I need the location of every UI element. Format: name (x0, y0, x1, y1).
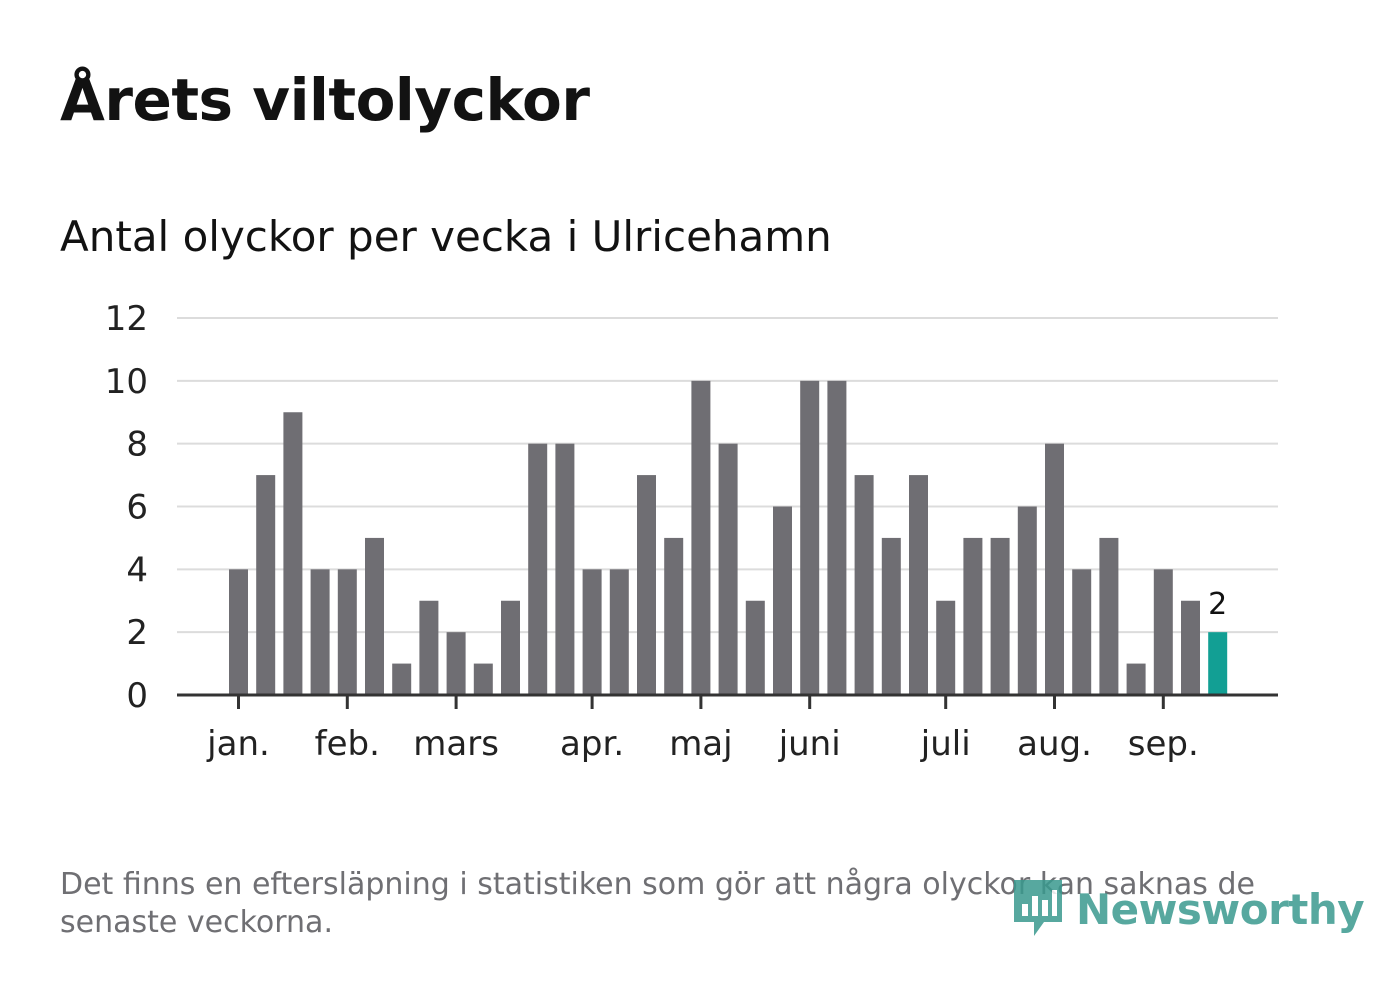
bar (718, 443, 738, 695)
bar (582, 569, 602, 695)
y-tick-label: 10 (105, 362, 148, 402)
x-tick-label: sep. (1128, 724, 1199, 764)
bar (745, 600, 765, 695)
x-tick-label: aug. (1017, 724, 1092, 764)
y-tick-label: 8 (126, 425, 148, 465)
bar (310, 569, 330, 695)
x-axis-labels: jan. feb. mars apr. maj juni juli aug. sep. (206, 695, 1199, 764)
bar (337, 569, 357, 695)
bar (392, 663, 412, 695)
y-axis-labels: 0 2 4 6 8 10 12 (105, 299, 148, 716)
bar (637, 475, 656, 695)
bar (528, 443, 548, 695)
bar (1017, 506, 1037, 695)
bar (1126, 663, 1146, 695)
data-labels: 2 (1208, 587, 1227, 622)
bar (963, 537, 983, 695)
bar (909, 475, 928, 695)
bar (256, 475, 276, 695)
x-tick-label: maj (669, 724, 732, 764)
bars (229, 380, 1228, 695)
chart-subtitle: Antal olyckor per vecka i Ulricehamn (60, 212, 832, 261)
last-value-label: 2 (1208, 587, 1227, 622)
bar (555, 443, 575, 695)
y-tick-label: 12 (105, 299, 148, 339)
bar (1072, 569, 1092, 695)
y-tick-label: 0 (126, 676, 148, 716)
bar (664, 537, 684, 695)
newsworthy-logo-text: Newsworthy (1076, 884, 1365, 934)
bar (990, 537, 1010, 695)
bar (936, 600, 956, 695)
bar (501, 600, 520, 695)
bar (827, 380, 847, 695)
bar (800, 380, 820, 695)
x-tick-label: mars (413, 724, 499, 764)
bar (1099, 537, 1119, 695)
x-tick-label: juli (920, 724, 971, 764)
newsworthy-logo: Newsworthy (1010, 874, 1365, 944)
bar (473, 663, 493, 695)
newsworthy-logo-icon (1014, 880, 1062, 936)
bar (881, 537, 901, 695)
bar-current-week (1208, 632, 1228, 695)
bar (365, 537, 384, 695)
y-tick-label: 6 (126, 488, 148, 528)
x-tick-label: apr. (560, 724, 624, 764)
bar (1045, 443, 1064, 695)
y-tick-label: 4 (126, 550, 148, 590)
bar (854, 475, 874, 695)
x-tick-label: feb. (315, 724, 380, 764)
bar (1153, 569, 1173, 695)
bar (773, 506, 792, 695)
bar (446, 632, 466, 695)
chart-title: Årets viltolyckor (60, 66, 590, 134)
bar (419, 600, 439, 695)
bar (1181, 600, 1200, 695)
bar (229, 569, 248, 695)
y-tick-label: 2 (126, 613, 148, 653)
x-tick-label: juni (778, 724, 841, 764)
x-tick-label: jan. (206, 724, 270, 764)
bar-chart: 0 2 4 6 8 10 12 jan. feb. mars apr. maj juni juli aug… (105, 299, 1278, 764)
bar (609, 569, 629, 695)
bar (283, 412, 303, 695)
bar (691, 380, 711, 695)
